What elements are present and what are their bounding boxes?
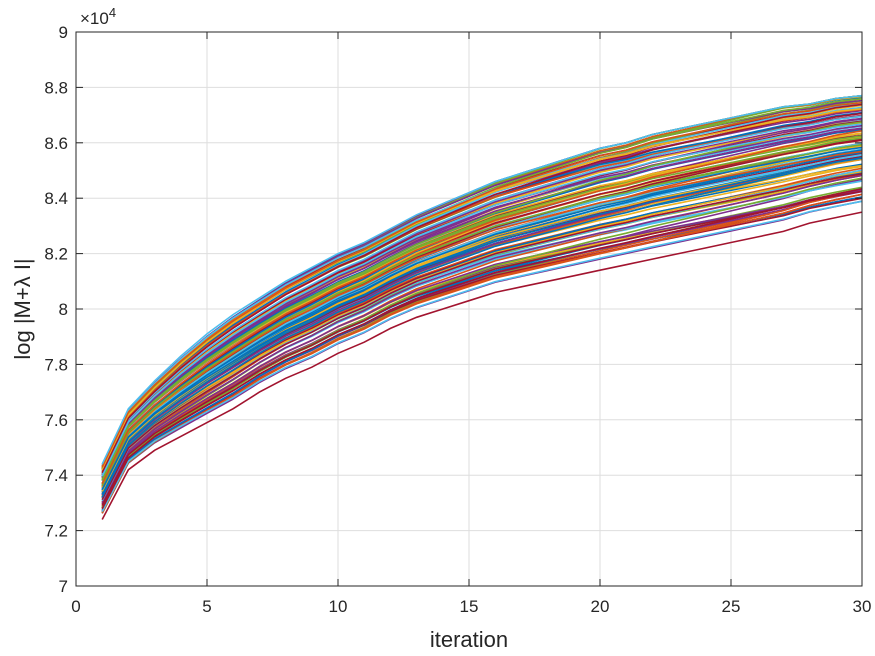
series-line	[101, 121, 863, 480]
y-tick-label: 7.8	[44, 355, 68, 374]
series-line	[101, 200, 863, 512]
series-line	[101, 190, 863, 506]
series-group	[101, 94, 863, 520]
series-line-lower	[101, 211, 863, 520]
y-tick-label: 9	[59, 23, 68, 42]
y-axis-title: log |M+λ I|	[10, 258, 35, 359]
y-exponent-label: ×104	[80, 5, 116, 28]
y-tick-label: 7	[59, 577, 68, 596]
series-line	[101, 174, 863, 504]
series-line	[101, 150, 863, 487]
x-axis-title: iteration	[430, 627, 508, 652]
series-line	[101, 173, 863, 501]
series-line	[101, 188, 863, 510]
x-tick-label: 10	[329, 597, 348, 616]
y-tick-label: 8.8	[44, 78, 68, 97]
y-tick-label: 7.6	[44, 411, 68, 430]
series-line	[101, 189, 863, 505]
series-line	[101, 170, 863, 497]
series-line	[101, 178, 863, 507]
x-tick-label: 5	[202, 597, 211, 616]
y-tick-label: 8	[59, 300, 68, 319]
series-line	[101, 123, 863, 477]
series-line	[101, 103, 863, 474]
y-tick-label: 7.4	[44, 466, 68, 485]
series-line	[101, 149, 863, 490]
series-line-upper	[101, 94, 863, 465]
x-tick-label: 25	[722, 597, 741, 616]
series-line	[101, 157, 863, 491]
y-tick-label: 7.2	[44, 522, 68, 541]
series-line	[101, 143, 863, 486]
series-line	[101, 120, 863, 475]
x-tick-label: 20	[591, 597, 610, 616]
x-tick-label: 30	[853, 597, 872, 616]
series-line	[101, 127, 863, 478]
y-tick-label: 8.6	[44, 134, 68, 153]
y-axis: 7 7.2 7.4 7.6 7.8 8 8.2 8.4 8.6 8.8 9	[44, 23, 862, 596]
series-line	[101, 130, 863, 485]
series-line	[101, 101, 863, 468]
x-tick-label: 15	[460, 597, 479, 616]
series-line	[101, 124, 863, 479]
series-line	[101, 189, 863, 513]
x-tick-label: 0	[71, 597, 80, 616]
series-line	[101, 156, 863, 498]
y-tick-label: 8.2	[44, 245, 68, 264]
y-exponent-base: ×10	[80, 9, 109, 28]
x-axis: 0 5 10 15 20 25 30	[71, 32, 871, 616]
y-exponent-power: 4	[109, 5, 116, 20]
y-tick-label: 8.4	[44, 189, 68, 208]
series-line	[101, 115, 863, 475]
